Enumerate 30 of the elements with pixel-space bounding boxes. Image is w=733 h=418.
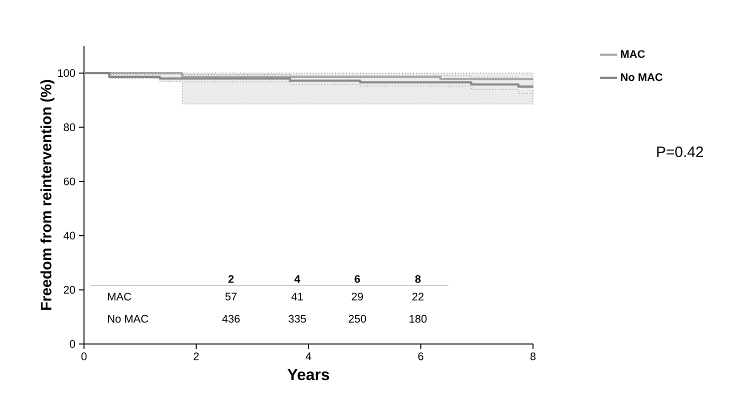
annotation: MAC <box>108 292 132 300</box>
x-tick-label: 2 <box>194 352 199 360</box>
x-tick-label: 4 <box>306 352 312 360</box>
annotation: No MAC <box>108 314 148 323</box>
x-axis-title: Years <box>287 369 330 380</box>
y-axis-title: Freedom from reintervention (%) <box>40 80 54 310</box>
legend-label: No MAC <box>620 73 663 82</box>
text: P=0.42 <box>657 146 703 158</box>
y-tick-label: 80 <box>64 123 76 132</box>
annotation: 250 <box>348 314 366 323</box>
y-tick-label: 0 <box>70 340 76 348</box>
annotation: 2 <box>228 275 234 283</box>
annotation: 41 <box>291 292 303 300</box>
annotation: 57 <box>225 292 237 300</box>
x-tick-label: 0 <box>81 352 87 360</box>
y-tick-label: 60 <box>64 178 76 186</box>
annotation: 22 <box>412 292 424 300</box>
annotation: 8 <box>415 275 421 283</box>
annotation: 4 <box>294 275 300 283</box>
y-tick-label: 100 <box>58 69 76 77</box>
annotation: 436 <box>222 314 240 323</box>
annotation: 335 <box>288 314 306 323</box>
legend-label: MAC <box>620 50 645 58</box>
annotation: 29 <box>352 292 363 300</box>
x-tick-label: 6 <box>418 352 424 360</box>
annotation: 180 <box>410 314 427 323</box>
y-tick-label: 20 <box>64 286 76 294</box>
x-tick-label: 8 <box>530 352 536 360</box>
annotation: 6 <box>354 275 360 283</box>
y-tick-label: 40 <box>64 232 76 240</box>
